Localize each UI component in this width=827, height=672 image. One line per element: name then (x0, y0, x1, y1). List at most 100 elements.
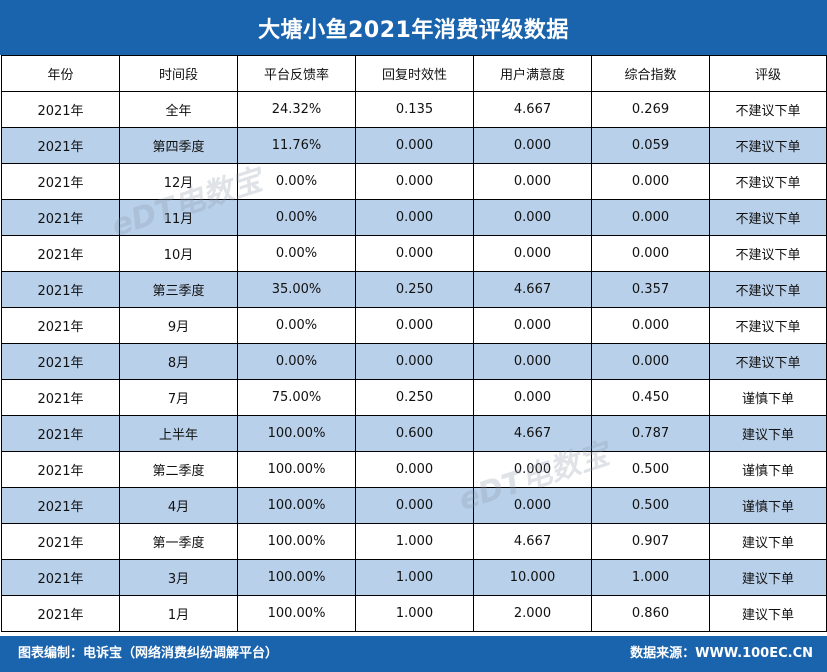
cell-feedback-rate: 0.00% (237, 235, 356, 272)
cell-satisfaction: 0.000 (473, 235, 592, 272)
cell-year: 2021年 (1, 415, 120, 452)
cell-period: 8月 (119, 343, 238, 380)
cell-rating: 谨慎下单 (709, 451, 827, 488)
cell-rating: 谨慎下单 (709, 379, 827, 416)
cell-feedback-rate: 75.00% (237, 379, 356, 416)
col-header-response-timeliness: 回复时效性 (355, 55, 474, 92)
col-header-year: 年份 (1, 55, 120, 92)
cell-rating: 建议下单 (709, 559, 827, 596)
table-row: 2021年 第三季度 35.00% 0.250 4.667 0.357 不建议下单 (1, 271, 827, 308)
cell-satisfaction: 0.000 (473, 379, 592, 416)
cell-composite-index: 1.000 (591, 559, 710, 596)
cell-composite-index: 0.860 (591, 595, 710, 632)
table-row: 2021年 3月 100.00% 1.000 10.000 1.000 建议下单 (1, 559, 827, 596)
cell-satisfaction: 4.667 (473, 523, 592, 560)
cell-composite-index: 0.500 (591, 451, 710, 488)
cell-rating: 不建议下单 (709, 235, 827, 272)
cell-response-timeliness: 0.135 (355, 91, 474, 128)
cell-year: 2021年 (1, 487, 120, 524)
cell-response-timeliness: 1.000 (355, 523, 474, 560)
cell-response-timeliness: 0.000 (355, 307, 474, 344)
cell-feedback-rate: 100.00% (237, 559, 356, 596)
cell-feedback-rate: 100.00% (237, 451, 356, 488)
cell-composite-index: 0.000 (591, 163, 710, 200)
cell-period: 全年 (119, 91, 238, 128)
cell-rating: 建议下单 (709, 595, 827, 632)
cell-satisfaction: 0.000 (473, 343, 592, 380)
cell-feedback-rate: 24.32% (237, 91, 356, 128)
table-row: 2021年 第二季度 100.00% 0.000 0.000 0.500 谨慎下单 (1, 451, 827, 488)
cell-rating: 不建议下单 (709, 163, 827, 200)
rating-table-container: 年份 时间段 平台反馈率 回复时效性 用户满意度 综合指数 评级 2021年 全年… (0, 55, 827, 632)
cell-response-timeliness: 0.250 (355, 379, 474, 416)
cell-period: 3月 (119, 559, 238, 596)
cell-feedback-rate: 35.00% (237, 271, 356, 308)
cell-period: 10月 (119, 235, 238, 272)
cell-year: 2021年 (1, 379, 120, 416)
table-row: 2021年 第一季度 100.00% 1.000 4.667 0.907 建议下单 (1, 523, 827, 560)
cell-composite-index: 0.500 (591, 487, 710, 524)
cell-satisfaction: 10.000 (473, 559, 592, 596)
table-row: 2021年 11月 0.00% 0.000 0.000 0.000 不建议下单 (1, 199, 827, 236)
cell-rating: 建议下单 (709, 523, 827, 560)
cell-year: 2021年 (1, 91, 120, 128)
cell-period: 上半年 (119, 415, 238, 452)
cell-year: 2021年 (1, 451, 120, 488)
cell-satisfaction: 4.667 (473, 271, 592, 308)
cell-period: 11月 (119, 199, 238, 236)
cell-feedback-rate: 100.00% (237, 523, 356, 560)
col-header-period: 时间段 (119, 55, 238, 92)
cell-composite-index: 0.000 (591, 199, 710, 236)
cell-satisfaction: 0.000 (473, 451, 592, 488)
cell-period: 7月 (119, 379, 238, 416)
cell-response-timeliness: 0.000 (355, 163, 474, 200)
cell-satisfaction: 0.000 (473, 163, 592, 200)
cell-rating: 不建议下单 (709, 307, 827, 344)
cell-feedback-rate: 0.00% (237, 199, 356, 236)
table-row: 2021年 8月 0.00% 0.000 0.000 0.000 不建议下单 (1, 343, 827, 380)
cell-response-timeliness: 0.000 (355, 235, 474, 272)
cell-response-timeliness: 1.000 (355, 559, 474, 596)
cell-satisfaction: 4.667 (473, 91, 592, 128)
cell-year: 2021年 (1, 271, 120, 308)
cell-period: 4月 (119, 487, 238, 524)
cell-year: 2021年 (1, 559, 120, 596)
table-row: 2021年 10月 0.00% 0.000 0.000 0.000 不建议下单 (1, 235, 827, 272)
cell-satisfaction: 0.000 (473, 307, 592, 344)
table-row: 2021年 9月 0.00% 0.000 0.000 0.000 不建议下单 (1, 307, 827, 344)
cell-satisfaction: 0.000 (473, 127, 592, 164)
cell-feedback-rate: 0.00% (237, 163, 356, 200)
cell-feedback-rate: 11.76% (237, 127, 356, 164)
cell-composite-index: 0.269 (591, 91, 710, 128)
cell-period: 第三季度 (119, 271, 238, 308)
cell-period: 1月 (119, 595, 238, 632)
cell-year: 2021年 (1, 523, 120, 560)
rating-table: 年份 时间段 平台反馈率 回复时效性 用户满意度 综合指数 评级 2021年 全年… (1, 55, 827, 632)
col-header-composite-index: 综合指数 (591, 55, 710, 92)
cell-response-timeliness: 0.000 (355, 199, 474, 236)
cell-rating: 不建议下单 (709, 271, 827, 308)
footer-source: 数据来源：WWW.100EC.CN (630, 646, 813, 661)
cell-response-timeliness: 0.600 (355, 415, 474, 452)
col-header-rating: 评级 (709, 55, 827, 92)
page-title: 大塘小鱼2021年消费评级数据 (0, 0, 827, 55)
cell-composite-index: 0.000 (591, 235, 710, 272)
cell-response-timeliness: 0.000 (355, 487, 474, 524)
cell-rating: 谨慎下单 (709, 487, 827, 524)
cell-satisfaction: 2.000 (473, 595, 592, 632)
cell-satisfaction: 4.667 (473, 415, 592, 452)
cell-composite-index: 0.787 (591, 415, 710, 452)
table-row: 2021年 4月 100.00% 0.000 0.000 0.500 谨慎下单 (1, 487, 827, 524)
cell-feedback-rate: 100.00% (237, 595, 356, 632)
cell-period: 12月 (119, 163, 238, 200)
table-row: 2021年 第四季度 11.76% 0.000 0.000 0.059 不建议下单 (1, 127, 827, 164)
cell-composite-index: 0.059 (591, 127, 710, 164)
table-body: 2021年 全年 24.32% 0.135 4.667 0.269 不建议下单 2021年 第四… (1, 91, 827, 632)
cell-year: 2021年 (1, 163, 120, 200)
cell-period: 9月 (119, 307, 238, 344)
cell-satisfaction: 0.000 (473, 487, 592, 524)
cell-composite-index: 0.357 (591, 271, 710, 308)
cell-response-timeliness: 0.000 (355, 343, 474, 380)
cell-feedback-rate: 100.00% (237, 487, 356, 524)
cell-rating: 不建议下单 (709, 91, 827, 128)
